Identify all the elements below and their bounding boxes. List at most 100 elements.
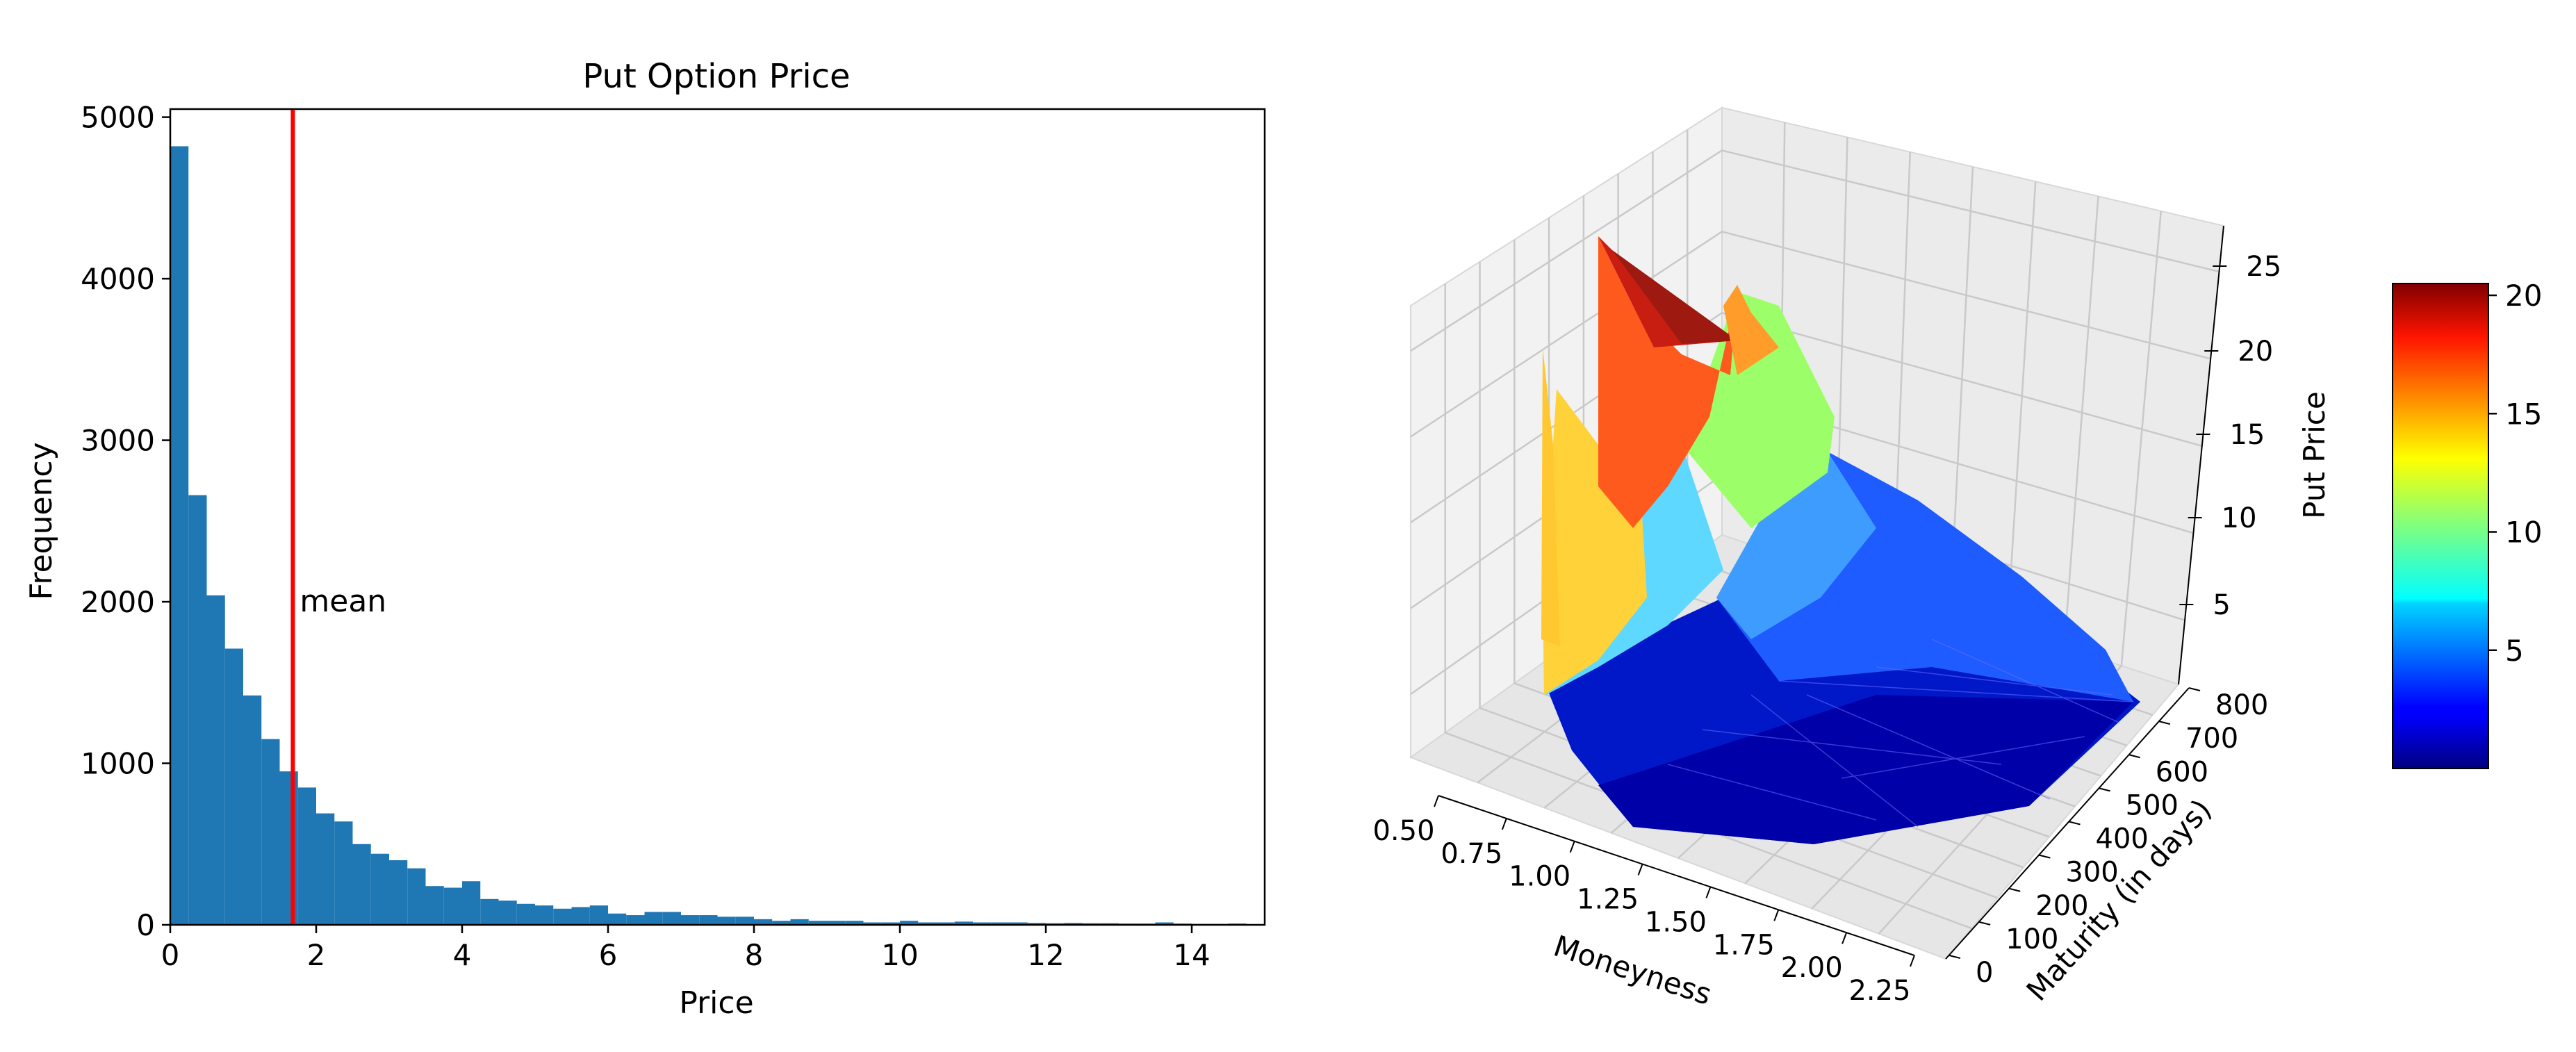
histogram-bar: [863, 922, 882, 925]
plot-frame: [169, 108, 1266, 926]
histogram-bar: [224, 648, 243, 925]
moneyness-tick-label: 1.00: [1509, 861, 1570, 893]
colorbar-tick-label: 15: [2505, 397, 2542, 431]
histogram-bar: [297, 787, 316, 925]
y-tick-label: 5000: [81, 101, 155, 135]
x-tick-label: 14: [1173, 938, 1210, 972]
maturity-tick-mark: [1978, 921, 1991, 926]
put-price-tick-label: 10: [2222, 502, 2257, 534]
moneyness-tick-mark: [1434, 795, 1439, 807]
grid-line: [1410, 311, 2203, 524]
maturity-tick-mark: [2099, 787, 2110, 792]
surface-left-spike: [1541, 347, 1560, 646]
maturity-tick-label: 100: [2005, 923, 2058, 955]
moneyness-tick-mark: [1501, 818, 1507, 830]
colorbar-tick-label: 10: [2505, 516, 2542, 550]
histogram-bar: [626, 915, 645, 925]
histogram-bar: [261, 739, 280, 925]
histogram-bar: [425, 886, 444, 925]
moneyness-tick-mark: [1637, 864, 1643, 876]
y-tick-label: 2000: [81, 585, 155, 619]
surface-texture-lines: [1667, 639, 2134, 828]
maturity-tick-mark: [2069, 821, 2081, 825]
moneyness-ticks: 0.500.751.001.251.501.752.002.25: [1372, 795, 1915, 1007]
histogram-bar: [735, 917, 754, 925]
histogram-bar: [170, 146, 189, 926]
mesh-line: [1841, 736, 2085, 779]
histogram-bar: [900, 921, 919, 925]
histogram-bar: [498, 901, 517, 925]
histogram-bar: [334, 821, 353, 925]
put-price-tick-label: 25: [2246, 251, 2281, 283]
histogram-bar: [662, 912, 681, 925]
histogram-bar: [571, 907, 590, 925]
moneyness-tick-label: 0.50: [1372, 815, 1434, 847]
histogram-bar: [589, 905, 608, 925]
histogram-bar: [881, 922, 900, 925]
x-tick-label: 12: [1027, 938, 1064, 972]
histogram-bar: [918, 922, 937, 925]
histogram-bar: [717, 917, 736, 925]
colorbar-gradient: [2392, 283, 2489, 769]
histogram-bar: [553, 908, 572, 925]
maturity-tick-label: 500: [2126, 789, 2179, 821]
y-tick-label: 3000: [81, 424, 155, 458]
maturity-tick-mark: [2188, 687, 2201, 691]
maturity-tick-mark: [2128, 754, 2140, 759]
maturity-tick-label: 400: [2096, 823, 2149, 855]
y-tick-label: 1000: [81, 747, 155, 781]
histogram-bar: [845, 921, 864, 925]
chart-title: Put Option Price: [582, 57, 850, 96]
histogram-bar: [754, 919, 773, 925]
maturity-tick-label: 200: [2035, 890, 2088, 922]
histogram-bar: [790, 919, 809, 925]
mesh-line: [1667, 764, 1877, 821]
histogram-bar: [1155, 922, 1174, 925]
histogram-bar: [206, 595, 225, 925]
histogram-bar: [991, 922, 1010, 925]
surface-mid-slope: [1716, 452, 1876, 639]
colorbar-tick-label: 20: [2505, 279, 2542, 313]
x-tick-label: 6: [599, 938, 618, 972]
mesh-line: [1750, 694, 1919, 828]
histogram-bar: [480, 898, 499, 925]
colorbar: 5 10 15 20: [2392, 279, 2542, 769]
put-price-tick-label: 5: [2213, 589, 2230, 621]
maturity-tick-label: 300: [2065, 857, 2118, 889]
histogram-bar: [462, 881, 481, 925]
y-axis-label: Frequency: [24, 442, 59, 600]
x-axis-line: [1438, 795, 1915, 956]
maturity-tick-mark: [2009, 887, 2021, 892]
moneyness-tick-label: 2.00: [1781, 952, 1843, 984]
histogram-bar: [352, 844, 371, 925]
histogram-chart: Put Option Price mean 0 2 4 6 8 10 12 14 0 1000 2…: [24, 57, 1266, 1021]
histogram-bar: [644, 912, 663, 925]
mesh-line: [1876, 666, 2113, 696]
x-tick-label: 4: [453, 938, 472, 972]
z-axis-label-3d: Put Price: [2297, 391, 2331, 518]
histogram-bar: [936, 922, 955, 925]
histogram-bar: [407, 868, 426, 925]
moneyness-tick-label: 2.25: [1848, 975, 1910, 1007]
maturity-tick-label: 600: [2156, 756, 2208, 788]
y-axis-line: [1945, 687, 2190, 960]
y-tick-label: 4000: [81, 262, 155, 296]
histogram-bars: [170, 146, 1247, 926]
histogram-bar: [516, 903, 535, 925]
moneyness-tick-mark: [1773, 909, 1780, 921]
moneyness-tick-label: 1.50: [1645, 906, 1707, 938]
x-tick-label: 2: [307, 938, 326, 972]
grid-line: [1410, 149, 2220, 352]
moneyness-tick-label: 1.75: [1713, 929, 1775, 961]
x-axis-label: Price: [679, 985, 753, 1021]
surface-green-flank: [1682, 292, 1835, 528]
mesh-line: [1702, 729, 2002, 765]
put-price-ticks: 5 10 15 20 25: [2179, 251, 2281, 621]
grid-line: [1410, 231, 2211, 438]
grid-line: [1444, 283, 1972, 930]
histogram-bar: [188, 495, 207, 925]
histogram-bar: [243, 695, 262, 925]
moneyness-tick-mark: [1910, 955, 1915, 967]
